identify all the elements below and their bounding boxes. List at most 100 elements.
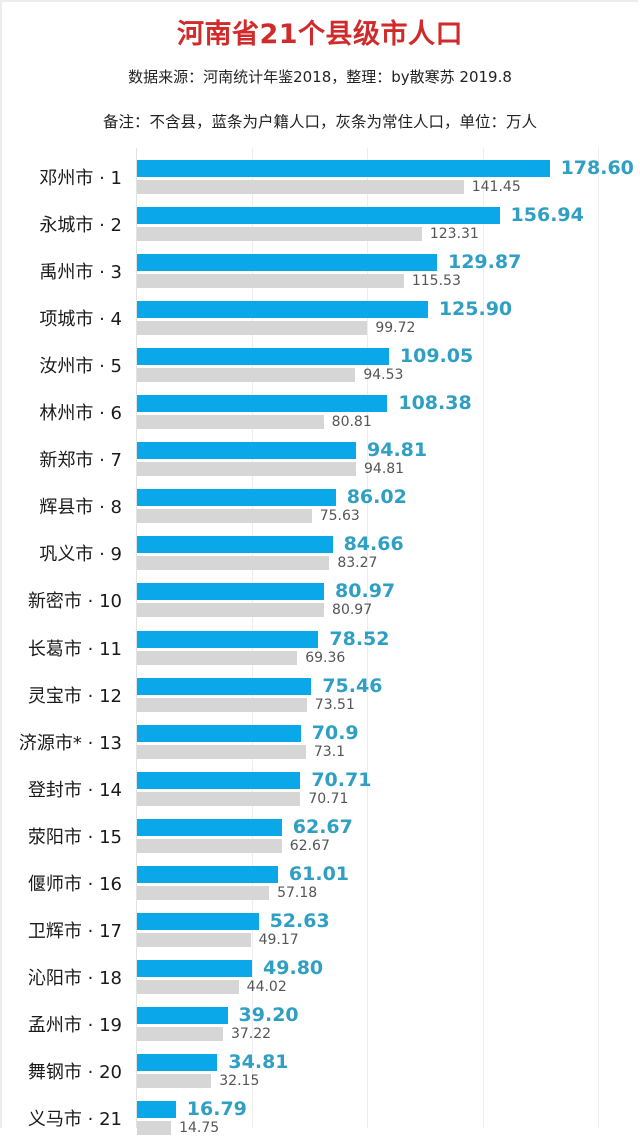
category-label: 义马市 · 21 [27, 1109, 122, 1130]
resident-value-label: 73.51 [314, 697, 355, 713]
category-label: 禹州市 · 3 [39, 262, 122, 283]
bar-row: 济源市* · 13 70.9 73.1 [0, 722, 640, 772]
resident-value-label: 37.22 [230, 1026, 272, 1042]
resident-population-bar [137, 227, 422, 241]
resident-value-label: 44.02 [246, 979, 287, 995]
resident-value-label: 141.45 [471, 179, 521, 195]
registered-population-bar [137, 772, 301, 789]
bar-row: 长葛市 · 11 78.52 69.36 [0, 628, 640, 678]
registered-value-label: 49.80 [263, 957, 324, 979]
registered-value-label: 61.01 [288, 863, 350, 885]
resident-population-bar [137, 839, 282, 853]
registered-population-bar [137, 678, 312, 695]
registered-value-label: 70.9 [311, 722, 359, 744]
category-label: 偃师市 · 16 [27, 874, 122, 895]
registered-value-label: 108.38 [398, 392, 472, 414]
resident-population-bar [137, 1074, 212, 1088]
registered-value-label: 109.05 [399, 345, 474, 367]
registered-value-label: 80.97 [335, 580, 396, 602]
category-label: 汝州市 · 5 [39, 356, 122, 377]
registered-population-bar [137, 1007, 228, 1024]
registered-population-bar [137, 254, 437, 271]
resident-value-label: 70.71 [308, 791, 349, 807]
resident-population-bar [137, 980, 239, 994]
gridline [483, 148, 484, 1128]
bar-row: 偃师市 · 16 61.01 57.18 [0, 863, 640, 913]
bar-row: 巩义市 · 9 84.66 83.27 [0, 533, 640, 583]
resident-value-label: 94.53 [363, 367, 404, 383]
registered-value-label: 52.63 [269, 910, 330, 932]
resident-value-label: 62.67 [289, 838, 330, 854]
category-label: 永城市 · 2 [39, 215, 122, 236]
resident-population-bar [137, 886, 270, 900]
bar-row: 灵宝市 · 12 75.46 73.51 [0, 675, 640, 725]
bar-row: 登封市 · 14 70.71 70.71 [0, 769, 640, 819]
registered-population-bar [137, 442, 356, 459]
bar-row: 舞钢市 · 20 34.81 32.15 [0, 1051, 640, 1101]
chart-title: 河南省21个县级市人口 [176, 19, 464, 50]
resident-value-label: 75.63 [319, 508, 360, 524]
registered-value-label: 39.20 [238, 1004, 299, 1026]
chart-frame [0, 0, 638, 1128]
category-label: 邓州市 · 1 [39, 168, 122, 189]
category-label: 济源市* · 13 [18, 733, 122, 754]
category-label: 卫辉市 · 17 [27, 921, 122, 942]
resident-population-bar [137, 651, 298, 665]
registered-population-bar [137, 348, 389, 365]
chart-source: 数据来源：河南统计年鉴2018，整理：by散寒苏 2019.8 [128, 68, 512, 86]
registered-value-label: 84.66 [343, 533, 404, 555]
registered-value-label: 34.81 [228, 1051, 289, 1073]
resident-value-label: 80.97 [332, 602, 373, 618]
bar-row: 邓州市 · 1 178.60 141.45 [0, 157, 640, 207]
bar-row: 卫辉市 · 17 52.63 49.17 [0, 910, 640, 960]
bar-row: 项城市 · 4 125.90 99.72 [0, 298, 640, 348]
category-label: 灵宝市 · 12 [27, 686, 122, 707]
resident-population-bar [137, 698, 307, 712]
registered-population-bar [137, 631, 319, 648]
category-label: 辉县市 · 8 [39, 497, 122, 518]
registered-population-bar [137, 960, 253, 977]
bar-row: 荥阳市 · 15 62.67 62.67 [0, 816, 640, 866]
bar-row: 汝州市 · 5 109.05 94.53 [0, 345, 640, 395]
category-label: 项城市 · 4 [39, 309, 122, 330]
category-label: 登封市 · 14 [27, 780, 122, 801]
registered-population-bar [137, 489, 336, 506]
bar-row: 新密市 · 10 80.97 80.97 [0, 580, 640, 630]
registered-population-bar [137, 536, 333, 553]
registered-population-bar [137, 819, 282, 836]
category-label: 舞钢市 · 20 [27, 1062, 122, 1083]
bar-row: 林州市 · 6 108.38 80.81 [0, 392, 640, 442]
resident-value-label: 83.27 [337, 555, 378, 571]
resident-population-bar [137, 415, 324, 429]
registered-value-label: 94.81 [367, 439, 428, 461]
registered-population-bar [137, 395, 388, 412]
resident-value-label: 69.36 [305, 650, 346, 666]
resident-population-bar [137, 509, 312, 523]
registered-population-bar [137, 913, 259, 930]
registered-population-bar [137, 160, 550, 177]
category-label: 新密市 · 10 [27, 591, 122, 612]
resident-population-bar [137, 462, 356, 476]
resident-value-label: 32.15 [219, 1073, 260, 1089]
category-label: 巩义市 · 9 [39, 544, 122, 565]
resident-population-bar [137, 274, 404, 288]
resident-population-bar [137, 321, 368, 335]
bar-row: 新郑市 · 7 94.81 94.81 [0, 439, 640, 489]
y-axis-line [136, 148, 137, 1128]
registered-value-label: 86.02 [346, 486, 407, 508]
resident-value-label: 94.81 [364, 461, 405, 477]
resident-value-label: 57.18 [277, 885, 318, 901]
bar-row: 禹州市 · 3 129.87 115.53 [0, 251, 640, 301]
registered-value-label: 62.67 [292, 816, 353, 838]
registered-population-bar [137, 725, 301, 742]
category-label: 林州市 · 6 [39, 403, 122, 424]
category-label: 长葛市 · 11 [27, 639, 122, 660]
registered-value-label: 129.87 [447, 251, 522, 273]
category-label: 荥阳市 · 15 [27, 827, 122, 848]
registered-value-label: 75.46 [322, 675, 383, 697]
gridline [598, 148, 599, 1128]
registered-value-label: 16.79 [186, 1098, 247, 1120]
registered-value-label: 125.90 [438, 298, 513, 320]
bar-row: 辉县市 · 8 86.02 75.63 [0, 486, 640, 536]
